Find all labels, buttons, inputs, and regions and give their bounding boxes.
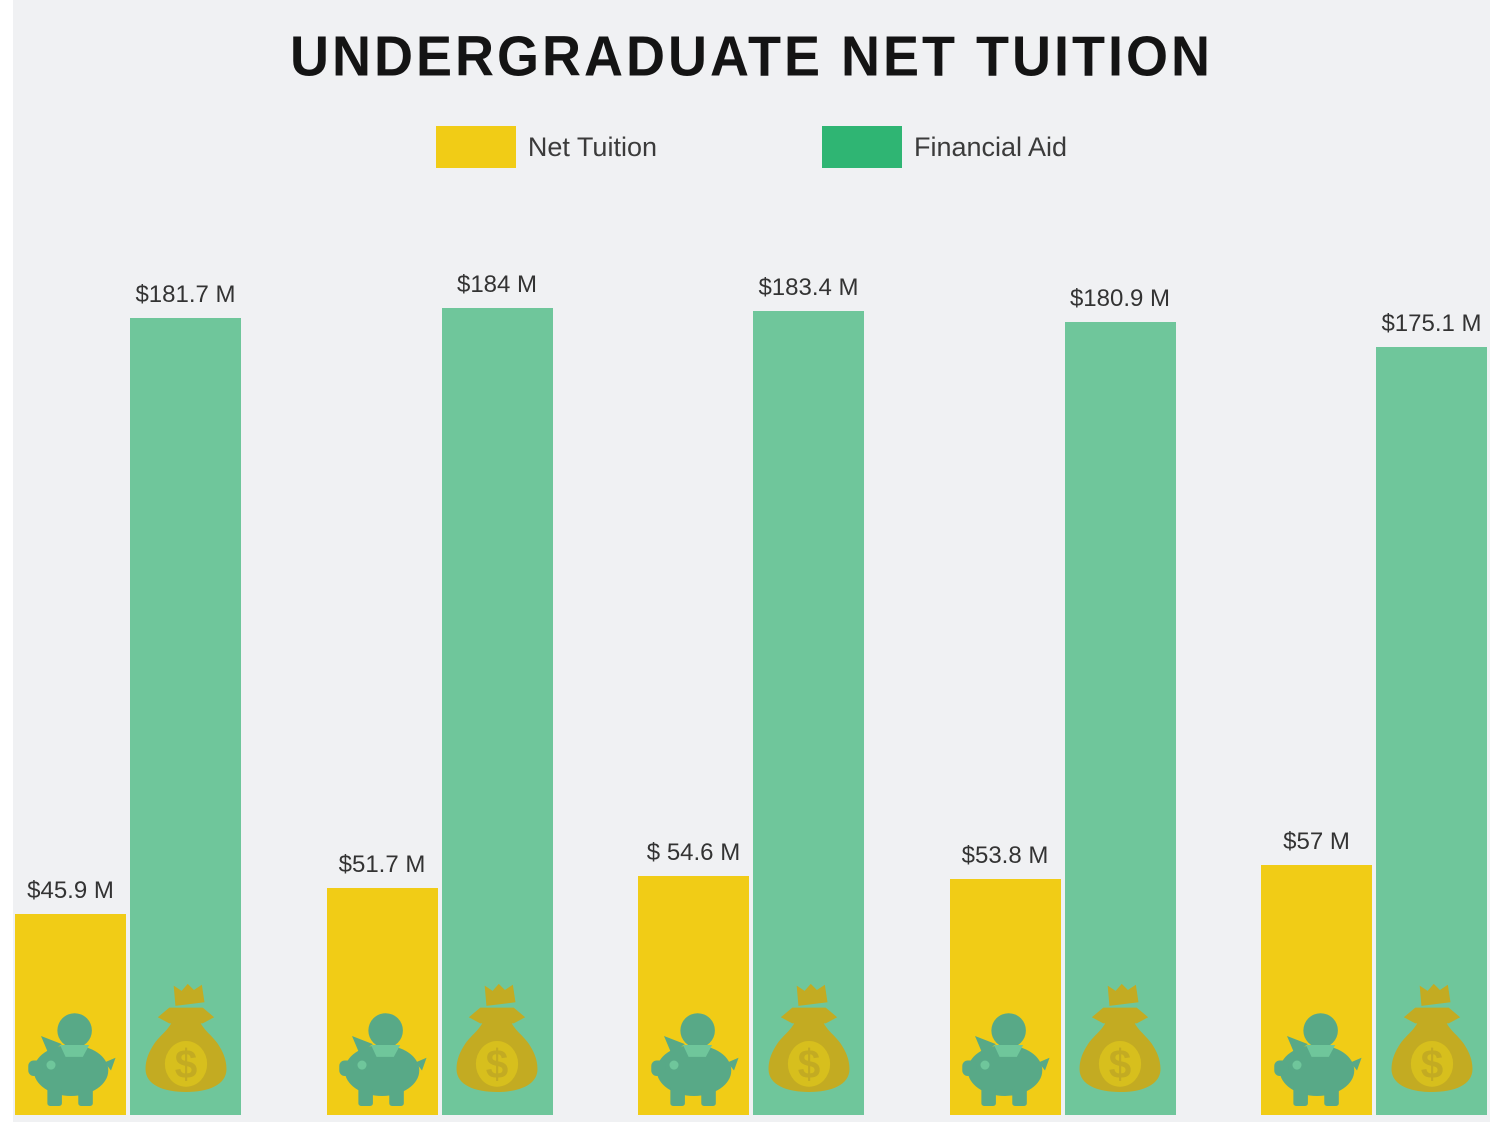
net-tuition-swatch: [435, 126, 516, 168]
bar-group-1: $45.9 M $181.7 M: [15, 281, 241, 1115]
net-tuition-value-label: $180.9 M: [1069, 285, 1171, 312]
money-bag-icon: [145, 983, 226, 1093]
net-tuition-bar: [130, 318, 241, 1115]
bar-group-3: $ 54.6 M $183.4 M: [638, 274, 864, 1115]
financial-aid-bar: [326, 888, 438, 1115]
legend: Net Tuition Financial Aid: [13, 126, 1490, 168]
piggy-bank-icon: [339, 1013, 427, 1106]
bar-group-4: $53.8 M $180.9 M: [949, 285, 1176, 1115]
chart-canvas: UNDERGRADUATE NET TUITION Net Tuition Fi…: [13, 0, 1490, 1122]
bar-group-2: $51.7 M $184 M: [326, 271, 553, 1115]
financial-aid-value-label: $45.9 M: [27, 877, 114, 904]
financial-aid-bar: [638, 876, 749, 1115]
piggy-bank-icon: [1273, 1013, 1362, 1106]
financial-aid-value-label: $57 M: [1283, 828, 1350, 855]
net-tuition-value-label: $175.1 M: [1381, 310, 1482, 337]
money-bag-icon: [768, 983, 849, 1093]
legend-item-financial-aid: Financial Aid: [821, 126, 1068, 168]
bar-group-5: $57 M $175.1 M: [1261, 310, 1487, 1115]
net-tuition-bar: [753, 311, 864, 1115]
financial-aid-value-label: $53.8 M: [961, 842, 1049, 869]
piggy-bank-icon: [27, 1013, 116, 1106]
plot-area: $45.9 M $181.7 M $51.7 M: [15, 271, 1487, 1115]
net-tuition-bar: [441, 308, 553, 1115]
piggy-bank-icon: [962, 1013, 1050, 1106]
net-tuition-bar: [1064, 322, 1176, 1115]
money-bag-icon: [456, 983, 538, 1093]
financial-aid-value-label: $51.7 M: [338, 851, 426, 878]
net-tuition-value-label: $183.4 M: [758, 274, 859, 301]
financial-aid-bar: [949, 879, 1061, 1115]
piggy-bank-icon: [650, 1013, 739, 1106]
net-tuition-value-label: $181.7 M: [135, 281, 236, 308]
chart-title: UNDERGRADUATE NET TUITION: [290, 25, 1213, 89]
financial-aid-bar: [1261, 865, 1372, 1115]
legend-label: Net Tuition: [527, 131, 657, 162]
legend-item-net-tuition: Net Tuition: [435, 126, 657, 168]
legend-label: Financial Aid: [913, 131, 1068, 162]
financial-aid-bar: [15, 914, 126, 1115]
financial-aid-swatch: [821, 126, 902, 168]
financial-aid-value-label: $ 54.6 M: [646, 839, 741, 866]
money-bag-icon: [1391, 983, 1472, 1093]
net-tuition-bar: [1376, 347, 1487, 1115]
net-tuition-value-label: $184 M: [456, 271, 538, 298]
money-bag-icon: [1079, 983, 1161, 1093]
